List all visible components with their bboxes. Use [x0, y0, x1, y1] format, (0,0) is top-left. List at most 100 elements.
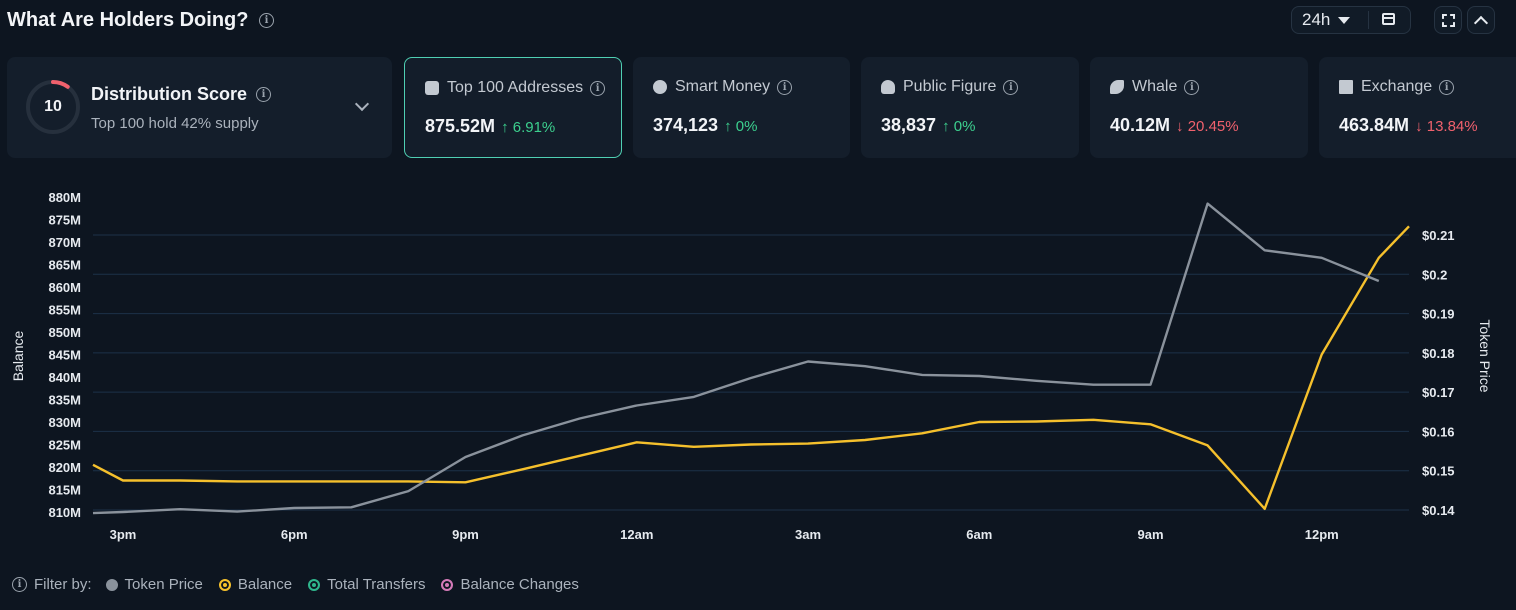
left-axis-tick: 855M: [48, 303, 81, 318]
card-change: ↑ 0%: [724, 118, 758, 135]
expand-icon: [1441, 13, 1455, 27]
x-axis-tick: 3am: [795, 527, 821, 542]
card-top-100-addresses[interactable]: Top 100 Addresses i 875.52M ↑ 6.91%: [404, 57, 622, 158]
calendar-icon[interactable]: [1382, 13, 1395, 25]
public-figure-icon: [881, 80, 895, 94]
right-axis-tick: $0.14: [1422, 503, 1455, 518]
whale-icon: [1110, 80, 1124, 94]
filter-bar: i Filter by: Token Price Balance Total T…: [12, 576, 595, 593]
card-label: Top 100 Addresses: [447, 79, 584, 96]
x-axis-tick: 3pm: [110, 527, 137, 542]
x-axis-tick: 12am: [620, 527, 653, 542]
page-title: What Are Holders Doing?: [7, 9, 249, 31]
collapse-button[interactable]: [1467, 6, 1495, 34]
score-value: 10: [44, 98, 62, 115]
left-axis-tick: 820M: [48, 460, 81, 475]
card-change: ↓ 13.84%: [1415, 118, 1478, 135]
legend-dot: [441, 578, 454, 591]
left-axis-tick: 825M: [48, 438, 81, 453]
left-axis-tick: 840M: [48, 370, 81, 385]
right-axis-tick: $0.21: [1422, 228, 1455, 243]
x-axis-tick: 12pm: [1305, 527, 1339, 542]
info-icon[interactable]: i: [777, 79, 793, 95]
score-ring: [26, 80, 80, 134]
header: What Are Holders Doing? i 24h: [0, 0, 1516, 44]
card-value: 463.84M: [1339, 115, 1410, 135]
info-icon[interactable]: i: [1003, 79, 1019, 95]
card-label: Smart Money: [675, 78, 771, 95]
right-axis-tick: $0.15: [1422, 464, 1455, 479]
info-icon[interactable]: i: [1439, 79, 1455, 95]
info-icon[interactable]: i: [1184, 79, 1200, 95]
left-axis-tick: 830M: [48, 415, 81, 430]
left-axis-tick: 850M: [48, 325, 81, 340]
right-axis-label: Token Price: [1477, 319, 1493, 392]
info-icon[interactable]: i: [256, 87, 271, 102]
right-axis-tick: $0.19: [1422, 307, 1455, 322]
distribution-title: Distribution Score: [91, 84, 248, 104]
card-whale[interactable]: Whale i 40.12M ↓ 20.45%: [1090, 57, 1308, 158]
divider: [1368, 11, 1369, 29]
left-axis-tick: 815M: [48, 483, 81, 498]
card-value: 875.52M: [425, 116, 496, 136]
legend-dot: [308, 578, 321, 591]
right-axis-tick: $0.17: [1422, 385, 1455, 400]
card-value: 38,837: [881, 115, 937, 135]
fullscreen-button[interactable]: [1434, 6, 1462, 34]
legend-dot: [218, 578, 231, 591]
card-label: Public Figure: [903, 78, 997, 95]
chevron-down-icon[interactable]: [354, 96, 370, 112]
wallet-icon: [425, 81, 439, 95]
info-icon[interactable]: i: [590, 80, 606, 96]
card-public-figure[interactable]: Public Figure i 38,837 ↑ 0%: [861, 57, 1079, 158]
card-change: ↓ 20.45%: [1176, 118, 1239, 135]
left-axis-tick: 880M: [48, 190, 81, 205]
distribution-score-card[interactable]: 10 Distribution Score i Top 100 hold 42%…: [7, 57, 392, 158]
card-change: ↑ 6.91%: [501, 119, 556, 136]
balance-line: [92, 225, 1410, 510]
card-value: 374,123: [653, 115, 719, 135]
right-axis-tick: $0.2: [1422, 267, 1447, 282]
period-selector[interactable]: 24h: [1291, 6, 1411, 34]
filter-item-label: Total Transfers: [327, 576, 426, 593]
left-axis-tick: 845M: [48, 348, 81, 363]
filter-item-label: Balance: [237, 576, 293, 593]
card-smart-money[interactable]: Smart Money i 374,123 ↑ 0%: [633, 57, 850, 158]
chevron-up-icon: [1473, 15, 1489, 30]
smart-money-icon: [653, 80, 667, 94]
left-axis-tick: 810M: [48, 505, 81, 520]
x-axis-tick: 9am: [1137, 527, 1163, 542]
left-axis-tick: 875M: [48, 213, 81, 228]
period-value: 24h: [1302, 10, 1331, 29]
right-axis-tick: $0.16: [1422, 424, 1455, 439]
holders-chart: 880M 875M 870M 865M 860M 855M 850M 845M 840M 835M…: [10, 190, 1493, 542]
left-axis-tick: 870M: [48, 235, 81, 250]
filter-item-label: Token Price: [124, 576, 203, 593]
right-axis-tick: $0.18: [1422, 346, 1455, 361]
x-axis-tick: 6pm: [281, 527, 308, 542]
left-axis-tick: 865M: [48, 258, 81, 273]
distribution-subtitle: Top 100 hold 42% supply: [91, 115, 259, 132]
filter-total-transfers[interactable]: Total Transfers: [308, 576, 425, 593]
card-exchange[interactable]: Exchange i 463.84M ↓ 13.84%: [1319, 57, 1516, 158]
filter-item-label: Balance Changes: [460, 576, 579, 593]
card-change: ↑ 0%: [942, 118, 976, 135]
info-icon[interactable]: i: [12, 577, 27, 592]
exchange-icon: [1339, 80, 1353, 94]
token-price-line: [92, 202, 1380, 515]
card-value: 40.12M: [1110, 115, 1171, 135]
left-axis-tick: 835M: [48, 393, 81, 408]
card-label: Whale: [1132, 78, 1178, 95]
chevron-down-icon: [1338, 16, 1351, 24]
filter-balance-changes[interactable]: Balance Changes: [441, 576, 579, 593]
legend-dot: [105, 578, 118, 591]
filter-label: Filter by:: [34, 576, 92, 593]
info-icon[interactable]: i: [259, 13, 274, 28]
x-axis-tick: 9pm: [452, 527, 479, 542]
filter-token-price[interactable]: Token Price: [105, 576, 203, 593]
filter-balance[interactable]: Balance: [218, 576, 293, 593]
card-label: Exchange: [1361, 78, 1433, 95]
x-axis-tick: 6am: [966, 527, 992, 542]
left-axis-tick: 860M: [48, 280, 81, 295]
left-axis-label: Balance: [10, 330, 26, 381]
